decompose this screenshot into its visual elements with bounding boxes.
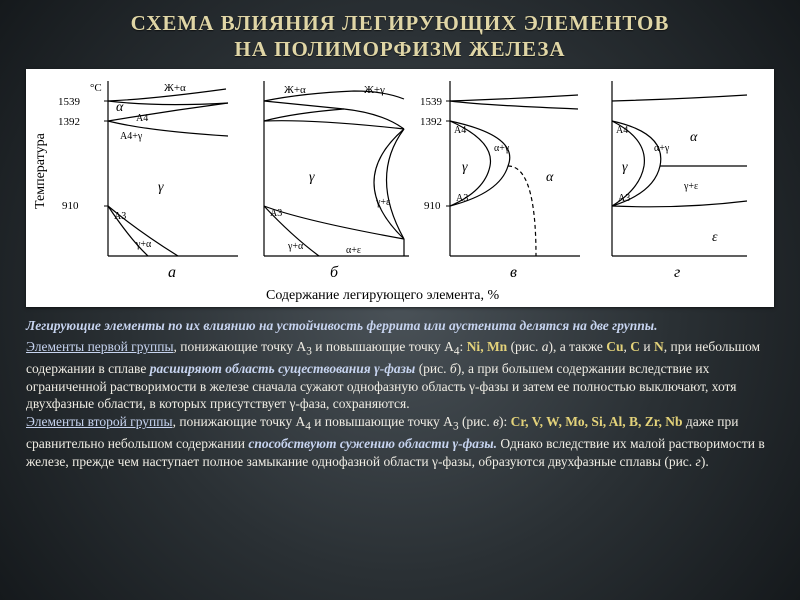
figref-b: б: [450, 361, 457, 376]
t5b: и: [640, 339, 654, 354]
x-caption: Содержание легирующего элемента, %: [266, 288, 499, 303]
panel-g: A4 α α+γ γ γ+ε A3 ε г: [612, 81, 747, 281]
lbl-a-A3: A3: [114, 211, 126, 222]
y-unit: °C: [90, 82, 102, 94]
lbl-v-A3: A3: [456, 193, 468, 204]
t1: , понижающие точку A: [174, 339, 307, 354]
lbl-g-eps: ε: [712, 230, 718, 245]
body-text: Легирующие элементы по их влиянию на уст…: [26, 317, 774, 471]
t3: :: [460, 339, 467, 354]
lbl-b-top2: Ж+γ: [364, 84, 385, 96]
lbl-g-gamma: γ: [622, 160, 628, 175]
panel-a: Ж+α α A4 A4+γ γ A3 γ+α a: [104, 81, 238, 281]
emph2: способствуют сужению области γ-фазы.: [248, 436, 497, 451]
t7: (рис.: [415, 361, 450, 376]
lbl-g-alpha: α: [690, 130, 698, 145]
figref-a: a: [542, 339, 549, 354]
slide: СХЕМА ВЛИЯНИЯ ЛЕГИРУЮЩИХ ЭЛЕМЕНТОВ НА ПО…: [0, 0, 800, 600]
panel-g-letter: г: [674, 264, 680, 281]
panel-v: 1539 1392 910 A4 γ α α+γ A3: [420, 81, 580, 281]
panel-a-letter: a: [168, 264, 176, 281]
lbl-a-top: Ж+α: [164, 82, 186, 94]
intro-line: Легирующие элементы по их влиянию на уст…: [26, 317, 774, 335]
group1-link: Элементы первой группы: [26, 339, 174, 354]
elem-n: N: [654, 339, 664, 354]
paragraph-2: Элементы второй группы, понижающие точку…: [26, 413, 774, 470]
lbl-a-ga: γ+α: [135, 239, 152, 250]
group2-link: Элементы второй группы: [26, 414, 173, 429]
lbl-a-gamma: γ: [158, 180, 164, 195]
lbl-a-a4g: A4+γ: [120, 131, 143, 142]
lbl-a-alpha: α: [116, 100, 124, 115]
ytick-1539: 1539: [58, 96, 81, 108]
ytick-910: 910: [62, 200, 79, 212]
lbl-v-alpha: α: [546, 170, 554, 185]
lbl-b-top1: Ж+α: [284, 84, 306, 96]
title-line-1: СХЕМА ВЛИЯНИЯ ЛЕГИРУЮЩИХ ЭЛЕМЕНТОВ: [131, 11, 670, 35]
elem-ni-mn: Ni, Mn: [467, 339, 508, 354]
lbl-b-gamma: γ: [309, 170, 315, 185]
lbl-b-ae: α+ε: [346, 245, 361, 256]
u4: ):: [499, 414, 511, 429]
emph1: расширяют область существования γ-фазы: [150, 361, 416, 376]
lbl-g-ag: α+γ: [654, 143, 670, 154]
u3: (рис.: [459, 414, 494, 429]
lbl-g-ge: γ+ε: [683, 181, 698, 192]
phase-diagram-figure: Температура °C 1539 1392 910: [26, 69, 774, 307]
lbl-a-A4: A4: [136, 113, 148, 124]
panel-b-letter: б: [330, 264, 339, 281]
paragraph-1: Элементы первой группы, понижающие точку…: [26, 338, 774, 413]
u7: ).: [701, 454, 709, 469]
t5: ), а также: [549, 339, 607, 354]
lbl-b-ga: γ+α: [287, 241, 304, 252]
title-line-2: НА ПОЛИМОРФИЗМ ЖЕЛЕЗА: [234, 37, 565, 61]
t4: (рис.: [507, 339, 542, 354]
lbl-v-A4: A4: [454, 125, 466, 136]
lbl-g-A3: A3: [618, 193, 630, 204]
y-axis-label: Температура: [33, 132, 48, 209]
lbl-v-1392: 1392: [420, 116, 442, 128]
elem-cu: Cu: [606, 339, 623, 354]
ytick-1392: 1392: [58, 116, 80, 128]
elem-list2: Cr, V, W, Mo, Si, Al, B, Zr, Nb: [511, 414, 683, 429]
lbl-b-ge: γ+ε: [375, 197, 390, 208]
lbl-g-A4: A4: [616, 125, 628, 136]
lbl-v-ag: α+γ: [494, 143, 510, 154]
u2: и повышающие точку A: [311, 414, 453, 429]
lbl-b-A3: A3: [270, 208, 282, 219]
u1: , понижающие точку A: [173, 414, 306, 429]
lbl-v-1539: 1539: [420, 96, 443, 108]
panel-v-letter: в: [510, 264, 517, 281]
slide-title: СХЕМА ВЛИЯНИЯ ЛЕГИРУЮЩИХ ЭЛЕМЕНТОВ НА ПО…: [26, 10, 774, 63]
diagram-svg: Температура °C 1539 1392 910: [26, 69, 774, 307]
t2: и повышающие точку A: [312, 339, 454, 354]
lbl-v-gamma: γ: [462, 160, 468, 175]
elem-c: C: [630, 339, 640, 354]
lbl-v-910: 910: [424, 200, 441, 212]
panel-b: Ж+α Ж+γ γ A3 γ+α α+ε γ+ε б: [264, 81, 409, 281]
